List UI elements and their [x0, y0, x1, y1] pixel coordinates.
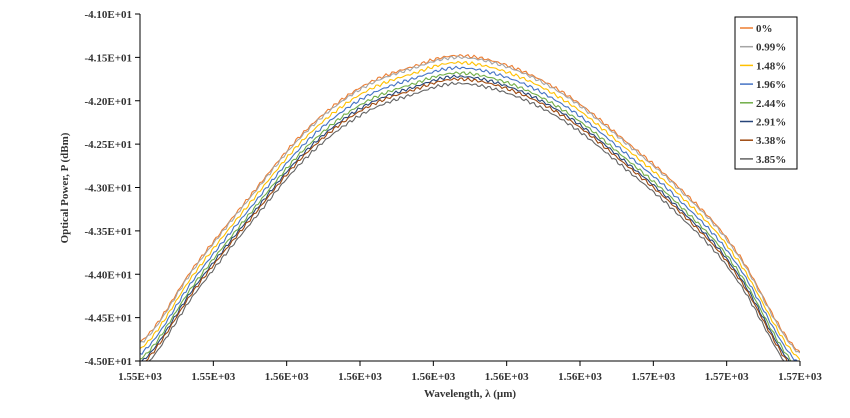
- ticks-layer: -4.10E+01 -4.15E+01 -4.20E+01 -4.25E+01 -4.3…: [84, 9, 822, 383]
- y-tick-label: -4.25E+01: [84, 139, 132, 151]
- series-line-6: [143, 77, 788, 361]
- legend-label-0: 0%: [756, 23, 773, 35]
- legend-label-6: 3.38%: [756, 135, 786, 147]
- x-tick-label: 1.56E+03: [558, 371, 602, 383]
- series-line-4: [140, 71, 792, 361]
- y-tick-label: -4.20E+01: [84, 96, 132, 108]
- legend-label-4: 2.44%: [756, 98, 786, 110]
- series-line-5: [141, 74, 790, 361]
- x-tick-label: 1.57E+03: [705, 371, 749, 383]
- legend-label-1: 0.99%: [756, 42, 786, 54]
- series-layer: [140, 54, 800, 361]
- legend-label-5: 2.91%: [756, 117, 786, 129]
- legend-box: [734, 16, 798, 170]
- y-tick-label: -4.40E+01: [84, 269, 132, 281]
- x-tick-label: 1.57E+03: [631, 371, 675, 383]
- series-line-1: [140, 55, 800, 354]
- y-tick-label: -4.10E+01: [84, 9, 132, 21]
- y-tick-label: -4.35E+01: [84, 226, 132, 238]
- y-tick-label: -4.30E+01: [84, 183, 132, 195]
- legend: 0% 0.99% 1.48% 1.96% 2.44% 2.91% 3.38% 3.85%: [734, 16, 798, 170]
- x-tick-label: 1.56E+03: [485, 371, 529, 383]
- y-tick-label: -4.50E+01: [84, 356, 132, 368]
- y-axis-title: Optical Power, P (dBm): [59, 132, 71, 243]
- x-tick-label: 1.56E+03: [265, 371, 309, 383]
- legend-label-2: 1.48%: [756, 60, 786, 72]
- axes-layer: [139, 14, 800, 362]
- x-tick-label: 1.55E+03: [118, 371, 162, 383]
- series-line-2: [140, 60, 800, 361]
- legend-label-3: 1.96%: [756, 79, 786, 91]
- y-tick-label: -4.15E+01: [84, 52, 132, 64]
- x-tick-label: 1.55E+03: [191, 371, 235, 383]
- legend-label-7: 3.85%: [756, 154, 786, 166]
- y-tick-label: -4.45E+01: [84, 313, 132, 325]
- x-tick-label: 1.56E+03: [411, 371, 455, 383]
- x-tick-label: 1.57E+03: [778, 371, 822, 383]
- series-line-0: [140, 54, 800, 353]
- series-line-7: [148, 81, 785, 361]
- series-line-3: [140, 65, 798, 361]
- x-axis-title: Wavelength, λ (µm): [424, 388, 516, 400]
- x-tick-label: 1.56E+03: [338, 371, 382, 383]
